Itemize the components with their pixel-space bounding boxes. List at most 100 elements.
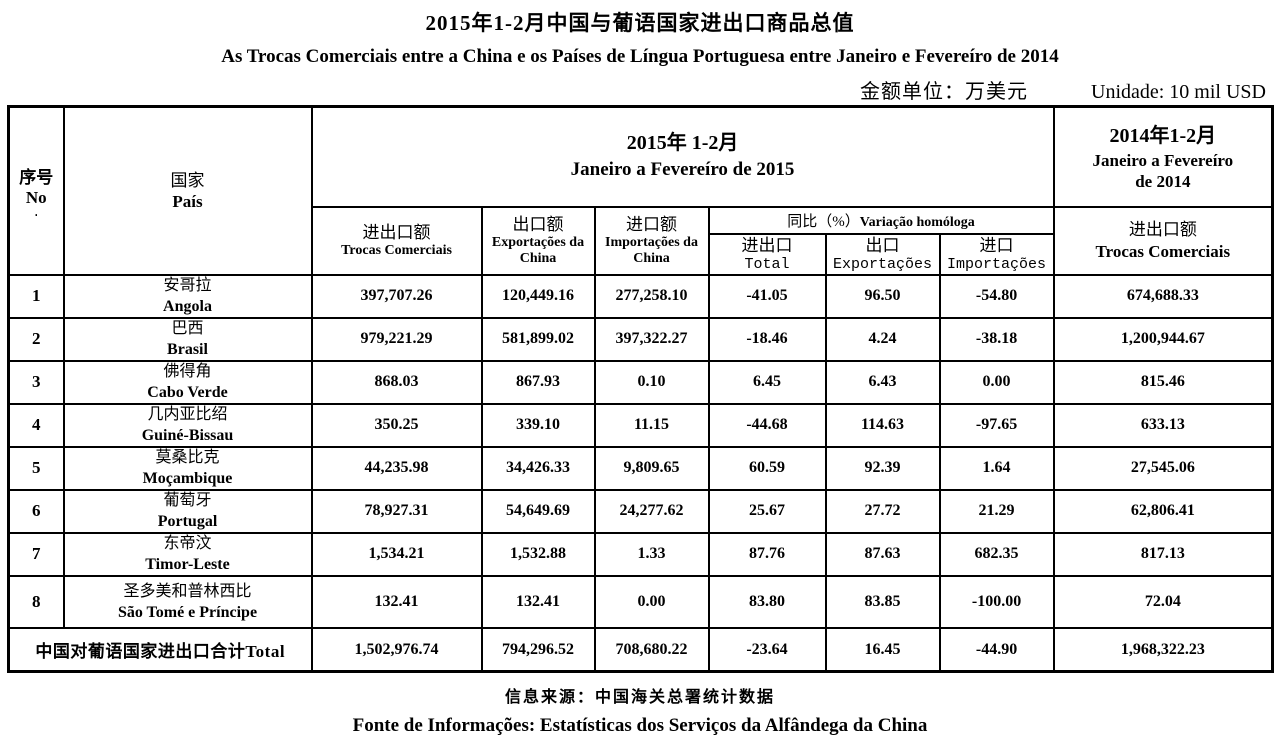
country-cell: 几内亚比绍 Guiné-Bissau (62, 402, 313, 448)
trade-2014-value: 674,688.33 (1052, 273, 1274, 319)
header-period-2015: 2015年 1-2月 Janeiro a Fevereíro de 2015 (310, 105, 1055, 208)
table-row-brasil: 2 巴西 Brasil 979,221.29 581,899.02 397,32… (7, 316, 1274, 362)
total-yoy-exports-value: 16.45 (824, 626, 941, 673)
exports-value: 581,899.02 (480, 316, 596, 362)
total-imports-value: 708,680.22 (593, 626, 710, 673)
country-name-pt: Angola (163, 298, 212, 316)
imports-value: 277,258.10 (593, 273, 710, 319)
trade-value: 397,707.26 (310, 273, 483, 319)
imports-value: 0.10 (593, 359, 710, 405)
yoy-exports-value: 96.50 (824, 273, 941, 319)
table-row-angola: 1 安哥拉 Angola 397,707.26 120,449.16 277,2… (7, 273, 1274, 319)
row-number: 3 (7, 359, 65, 405)
header-period-2014-cn: 2014年1-2月 (1109, 124, 1217, 147)
page-title-chinese: 2015年1-2月中国与葡语国家进出口商品总值 (425, 11, 855, 35)
yoy-imports-value: -97.65 (938, 402, 1055, 448)
trade-value: 1,534.21 (310, 531, 483, 577)
yoy-total-value: 6.45 (707, 359, 827, 405)
trade-2014-value: 815.46 (1052, 359, 1274, 405)
yoy-total-value: 87.76 (707, 531, 827, 577)
country-name-cn: 几内亚比绍 (147, 406, 228, 424)
unit-line: 金额单位：万美元 Unidade: 10 mil USD (0, 75, 1280, 103)
imports-value: 1.33 (593, 531, 710, 577)
header-period-2015-pt: Janeiro a Fevereíro de 2015 (570, 159, 795, 181)
total-trade-2014-value: 1,968,322.23 (1052, 626, 1274, 673)
yoy-exports-value: 87.63 (824, 531, 941, 577)
exports-value: 120,449.16 (480, 273, 596, 319)
country-name-pt: Cabo Verde (147, 384, 228, 402)
country-name-pt: Moçambique (142, 470, 233, 488)
row-number: 8 (7, 574, 65, 629)
header-yoy-exports: 出口 Exportações (824, 232, 941, 276)
yoy-imports-value: 682.35 (938, 531, 1055, 577)
trade-value: 44,235.98 (310, 445, 483, 491)
header-trade-2014-pt: Trocas Comerciais (1095, 241, 1231, 261)
header-trade-cn: 进出口额 (362, 222, 431, 242)
header-imports-2015: 进口额 Importações da China (593, 205, 710, 276)
trade-value: 78,927.31 (310, 488, 483, 534)
table-row-portugal: 6 葡萄牙 Portugal 78,927.31 54,649.69 24,27… (7, 488, 1274, 534)
country-name-cn: 东帝汶 (163, 535, 212, 553)
yoy-exports-value: 114.63 (824, 402, 941, 448)
row-number: 2 (7, 316, 65, 362)
country-name-cn: 圣多美和普林西比 (123, 582, 252, 600)
table-row-cabo-verde: 3 佛得角 Cabo Verde 868.03 867.93 0.10 6.45… (7, 359, 1274, 405)
header-yoy-pt: Variação homóloga (859, 214, 975, 230)
yoy-total-value: 25.67 (707, 488, 827, 534)
page-title-portuguese: As Trocas Comerciais entre a China e os … (221, 46, 1059, 67)
country-cell: 巴西 Brasil (62, 316, 313, 362)
imports-value: 11.15 (593, 402, 710, 448)
imports-value: 0.00 (593, 574, 710, 629)
country-name-pt: Guiné-Bissau (141, 427, 234, 445)
yoy-exports-value: 4.24 (824, 316, 941, 362)
table-row-total: 中国对葡语国家进出口合计Total 1,502,976.74 794,296.5… (7, 626, 1274, 673)
header-no-label-cn: 序号No (19, 168, 54, 208)
unit-label-chinese: 金额单位：万美元 (860, 81, 1028, 103)
total-yoy-imports-value: -44.90 (938, 626, 1055, 673)
yoy-exports-value: 83.85 (824, 574, 941, 629)
trade-value: 132.41 (310, 574, 483, 629)
trade-value: 350.25 (310, 402, 483, 448)
trade-statistics-table: 序号No . 国家 País 2015年 1-2月 Janeiro a Feve… (7, 105, 1275, 674)
country-name-pt: Brasil (167, 341, 208, 359)
yoy-imports-value: -38.18 (938, 316, 1055, 362)
yoy-total-value: -44.68 (707, 402, 827, 448)
trade-value: 979,221.29 (310, 316, 483, 362)
trade-2014-value: 72.04 (1052, 574, 1274, 629)
total-label: 中国对葡语国家进出口合计Total (7, 626, 313, 673)
total-trade-value: 1,502,976.74 (310, 626, 483, 673)
trade-2014-value: 633.13 (1052, 402, 1274, 448)
country-name-pt: São Tomé e Príncipe (117, 603, 258, 621)
country-cell: 葡萄牙 Portugal (62, 488, 313, 534)
header-period-2015-cn: 2015年 1-2月 (626, 132, 739, 155)
header-yoy-total-pt: Total (744, 255, 790, 273)
country-name-cn: 佛得角 (163, 363, 212, 381)
header-yoy-exports-cn: 出口 (865, 235, 900, 255)
country-cell: 东帝汶 Timor-Leste (62, 531, 313, 577)
header-period-2014: 2014年1-2月 Janeiro a Fevereíro de 2014 (1052, 105, 1274, 208)
yoy-exports-value: 27.72 (824, 488, 941, 534)
header-no-dot: . (32, 205, 41, 221)
yoy-imports-value: -54.80 (938, 273, 1055, 319)
header-yoy-imports-pt: Importações (947, 255, 1047, 273)
trade-2014-value: 27,545.06 (1052, 445, 1274, 491)
yoy-total-value: -18.46 (707, 316, 827, 362)
country-name-pt: Portugal (157, 513, 218, 531)
yoy-exports-value: 92.39 (824, 445, 941, 491)
header-period-2014-pt-line1: Janeiro a Fevereíro (1092, 150, 1234, 170)
total-exports-value: 794,296.52 (480, 626, 596, 673)
header-row-3: 进出口 Total 出口 Exportações 进口 Importações (9, 232, 1273, 276)
header-yoy-imports-cn: 进口 (979, 235, 1014, 255)
header-yoy-imports: 进口 Importações (938, 232, 1055, 276)
country-name-pt: Timor-Leste (145, 556, 230, 574)
yoy-total-value: -41.05 (707, 273, 827, 319)
country-cell: 安哥拉 Angola (62, 273, 313, 319)
header-period-2014-pt-line2: de 2014 (1135, 171, 1191, 191)
header-yoy-cn: 同比（%） (787, 213, 860, 230)
header-imports-pt: Importações da China (605, 235, 698, 267)
header-trade-2015: 进出口额 Trocas Comerciais (310, 205, 483, 276)
imports-value: 397,322.27 (593, 316, 710, 362)
exports-value: 54,649.69 (480, 488, 596, 534)
exports-value: 339.10 (480, 402, 596, 448)
